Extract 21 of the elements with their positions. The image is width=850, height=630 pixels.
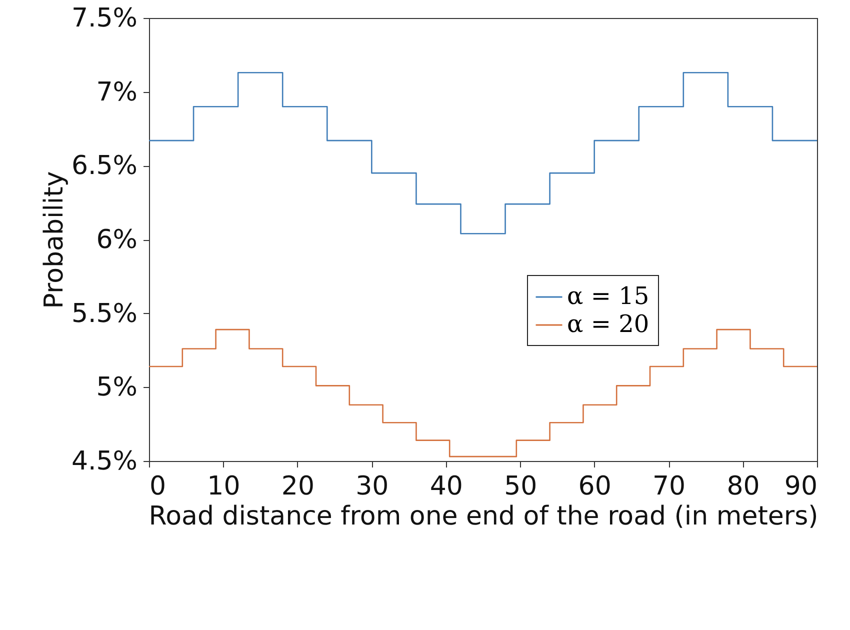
x-tick-label: 50 [504,472,538,502]
legend-label: α = 20 [567,310,650,338]
x-tick-label: 40 [430,472,463,502]
x-tick-label: 70 [652,472,686,502]
y-tick-label: 5% [96,372,138,403]
x-tick-label: 60 [578,472,612,502]
x-tick-label: 80 [726,472,760,502]
x-axis-title: Road distance from one end of the road (in meters) [148,502,818,532]
y-tick-label: 6% [96,225,138,255]
y-tick-label: 7% [96,77,138,108]
legend-label: α = 15 [567,282,650,310]
x-tick-label: 30 [356,472,389,502]
y-tick-label: 7.5% [71,4,138,34]
y-tick-label: 4.5% [71,446,138,476]
y-tick-label: 6.5% [71,151,138,182]
y-tick-label: 5.5% [71,298,138,329]
x-tick-label: 0 [150,472,166,502]
x-tick-label: 20 [281,472,314,502]
x-tick-label: 90 [784,472,818,502]
y-axis-title: Probability [39,171,70,309]
x-tick-label: 10 [207,472,240,502]
